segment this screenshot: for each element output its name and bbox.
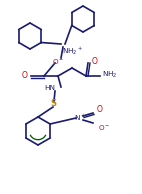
Text: N$^+$: N$^+$: [74, 113, 86, 123]
Text: O$^-$: O$^-$: [52, 56, 64, 66]
Text: S: S: [50, 100, 56, 108]
Text: HN: HN: [44, 85, 55, 91]
Text: O$^-$: O$^-$: [98, 122, 110, 132]
Text: O: O: [21, 72, 27, 81]
Text: NH$_2$: NH$_2$: [102, 70, 117, 80]
Text: O: O: [97, 106, 103, 114]
Text: NH$_2$$^+$: NH$_2$$^+$: [62, 45, 83, 56]
Text: O: O: [92, 57, 98, 67]
